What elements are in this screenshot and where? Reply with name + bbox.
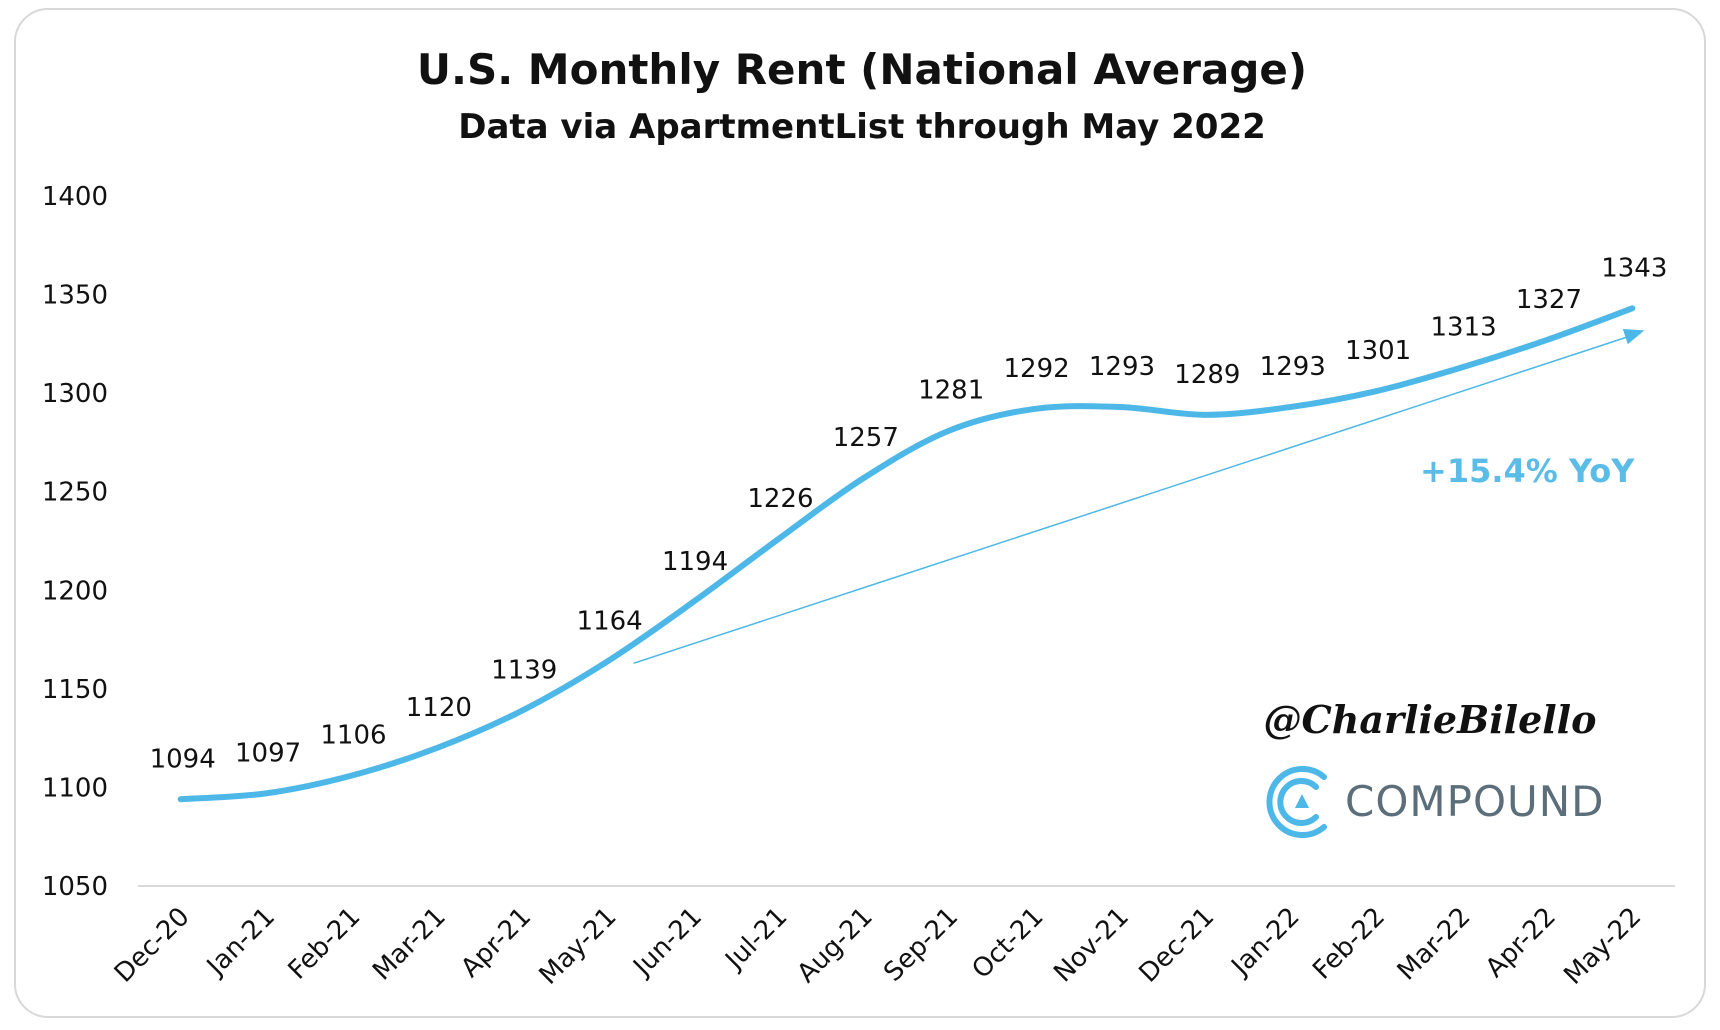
data-label: 1289 [1174, 360, 1240, 390]
yoy-annotation: +15.4% YoY [1420, 452, 1635, 490]
trend-arrow [633, 329, 1645, 664]
trend-line [633, 332, 1639, 664]
y-tick-label: 1200 [42, 576, 108, 606]
data-label: 1301 [1345, 336, 1411, 366]
data-label: 1293 [1089, 352, 1155, 382]
y-tick-label: 1100 [42, 773, 108, 803]
series-line [177, 305, 1636, 803]
x-tick-label: May-21 [534, 902, 623, 991]
y-tick-label: 1400 [42, 182, 108, 212]
y-tick-label: 1150 [42, 675, 108, 705]
data-label: 1281 [918, 376, 984, 406]
compound-logo-icon [1266, 766, 1327, 838]
trend-arrowhead [1622, 329, 1645, 345]
x-tick-label: Aug-21 [792, 902, 879, 989]
data-labels: 1094 1097 1106 1120 1139 1164 1194 1226 1257 1281… [150, 253, 1668, 774]
chart-card [14, 8, 1706, 1018]
x-tick-label: Nov-21 [1048, 902, 1135, 989]
data-label: 1106 [320, 721, 386, 751]
x-tick-label: Feb-21 [283, 902, 367, 986]
data-label: 1139 [491, 656, 557, 686]
x-tick-label: May-22 [1558, 902, 1647, 991]
x-tick-label: Sep-21 [878, 902, 964, 988]
data-label: 1292 [1003, 354, 1069, 384]
chart-title: U.S. Monthly Rent (National Average) [417, 45, 1307, 94]
data-label: 1194 [662, 547, 728, 577]
data-label: 1257 [833, 423, 899, 453]
rent-line [177, 305, 1636, 803]
y-tick-label: 1250 [42, 478, 108, 508]
data-label: 1097 [235, 738, 301, 768]
data-label: 1327 [1516, 285, 1582, 315]
x-tick-label: Mar-22 [1392, 902, 1477, 987]
data-label: 1343 [1601, 253, 1667, 283]
data-label: 1293 [1260, 352, 1326, 382]
x-tick-label: Dec-21 [1133, 902, 1220, 989]
data-label: 1313 [1430, 313, 1496, 343]
x-tick-label: Jan-21 [200, 902, 281, 983]
chart-subtitle: Data via ApartmentList through May 2022 [458, 107, 1266, 147]
data-label: 1094 [150, 744, 216, 774]
x-tick-label: Jun-21 [627, 902, 708, 983]
data-label: 1120 [406, 693, 472, 723]
y-tick-label: 1300 [42, 379, 108, 409]
data-label: 1164 [577, 606, 643, 636]
x-tick-label: Apr-21 [455, 902, 537, 984]
x-tick-label: Apr-22 [1480, 902, 1562, 984]
x-tick-label: Oct-21 [967, 902, 1050, 985]
compound-logo-text: COMPOUND [1345, 777, 1605, 826]
data-label: 1226 [747, 484, 813, 514]
x-tick-label: Mar-21 [367, 902, 452, 987]
y-tick-label: 1350 [42, 281, 108, 311]
y-axis: 1050 1100 1150 1200 1250 1300 1350 1400 [42, 182, 108, 902]
author-handle: @CharlieBilello [1264, 697, 1597, 742]
x-tick-label: Jul-21 [719, 902, 794, 977]
x-tick-label: Dec-20 [109, 902, 196, 989]
y-tick-label: 1050 [42, 872, 108, 902]
x-tick-label: Jan-22 [1225, 902, 1306, 983]
x-tick-label: Feb-22 [1307, 902, 1391, 986]
